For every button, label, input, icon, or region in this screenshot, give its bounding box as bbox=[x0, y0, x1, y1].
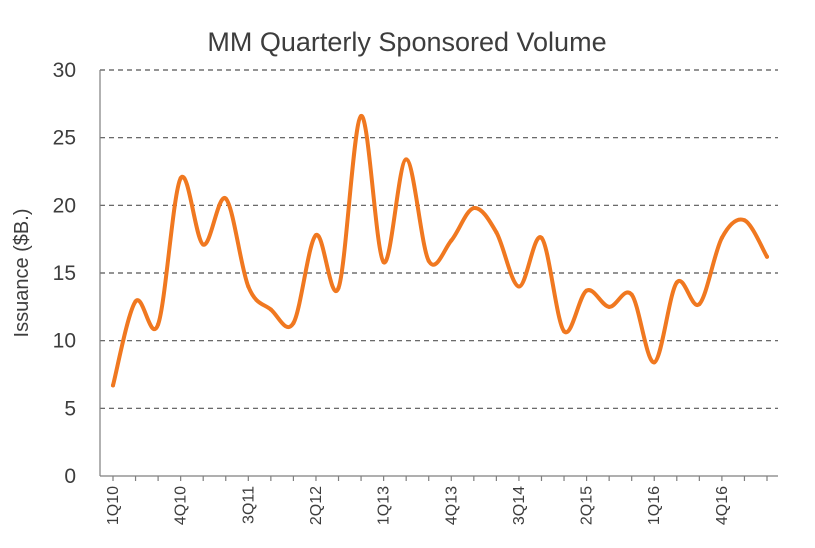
chart-title: MM Quarterly Sponsored Volume bbox=[207, 27, 606, 57]
data-point bbox=[156, 322, 161, 327]
x-tick-label: 2Q12 bbox=[308, 486, 325, 525]
data-point bbox=[404, 157, 409, 162]
data-point bbox=[178, 176, 183, 181]
y-tick-label: 0 bbox=[64, 465, 76, 488]
y-tick-label: 10 bbox=[53, 330, 76, 353]
series-line-0 bbox=[111, 113, 769, 388]
y-tick-label: 5 bbox=[64, 397, 76, 420]
data-point bbox=[494, 230, 499, 235]
x-tick-label: 1Q10 bbox=[105, 486, 122, 525]
data-point bbox=[223, 196, 228, 201]
x-tick-label: 4Q13 bbox=[443, 486, 460, 525]
data-point bbox=[516, 284, 521, 289]
x-tick-label: 3Q14 bbox=[511, 486, 528, 525]
gridlines bbox=[100, 69, 778, 409]
data-point bbox=[201, 242, 206, 247]
data-point bbox=[471, 206, 476, 211]
series bbox=[111, 113, 769, 388]
data-point bbox=[697, 302, 702, 307]
data-point bbox=[562, 329, 567, 334]
data-point bbox=[584, 288, 589, 293]
data-point bbox=[291, 321, 296, 326]
data-point bbox=[539, 235, 544, 240]
x-tick-label: 4Q16 bbox=[714, 486, 731, 525]
data-point bbox=[607, 304, 612, 309]
y-tick-label: 30 bbox=[53, 59, 76, 82]
data-point bbox=[268, 307, 273, 312]
x-tick-labels: 1Q10 4Q10 3Q11 2Q12 1Q13 4Q13 3Q14 2Q15 1Q16 4Q16 bbox=[105, 486, 731, 525]
data-point bbox=[246, 284, 251, 289]
data-point bbox=[426, 258, 431, 263]
x-tick-label: 1Q16 bbox=[646, 486, 663, 525]
y-tick-label: 15 bbox=[53, 262, 76, 285]
data-point bbox=[719, 235, 724, 240]
x-tick-label: 1Q13 bbox=[376, 486, 393, 525]
data-point bbox=[359, 114, 364, 119]
data-point bbox=[674, 280, 679, 285]
axes bbox=[99, 70, 778, 481]
data-point bbox=[652, 360, 657, 365]
data-point bbox=[629, 292, 634, 297]
y-tick-labels: 0 5 10 15 20 25 30 bbox=[53, 59, 76, 488]
y-tick-label: 20 bbox=[53, 194, 76, 217]
data-point bbox=[133, 299, 138, 304]
data-point bbox=[336, 285, 341, 290]
data-point bbox=[111, 383, 115, 388]
x-tick-label: 2Q15 bbox=[579, 486, 596, 525]
y-axis-label: Issuance ($B.) bbox=[11, 209, 33, 338]
data-point bbox=[765, 254, 769, 259]
x-tick-label: 3Q11 bbox=[240, 486, 257, 524]
data-point bbox=[313, 233, 318, 238]
x-tick-label: 4Q10 bbox=[173, 486, 190, 525]
y-tick-label: 25 bbox=[53, 127, 76, 150]
data-point bbox=[742, 218, 747, 223]
data-point bbox=[381, 260, 386, 265]
data-point bbox=[449, 238, 454, 243]
